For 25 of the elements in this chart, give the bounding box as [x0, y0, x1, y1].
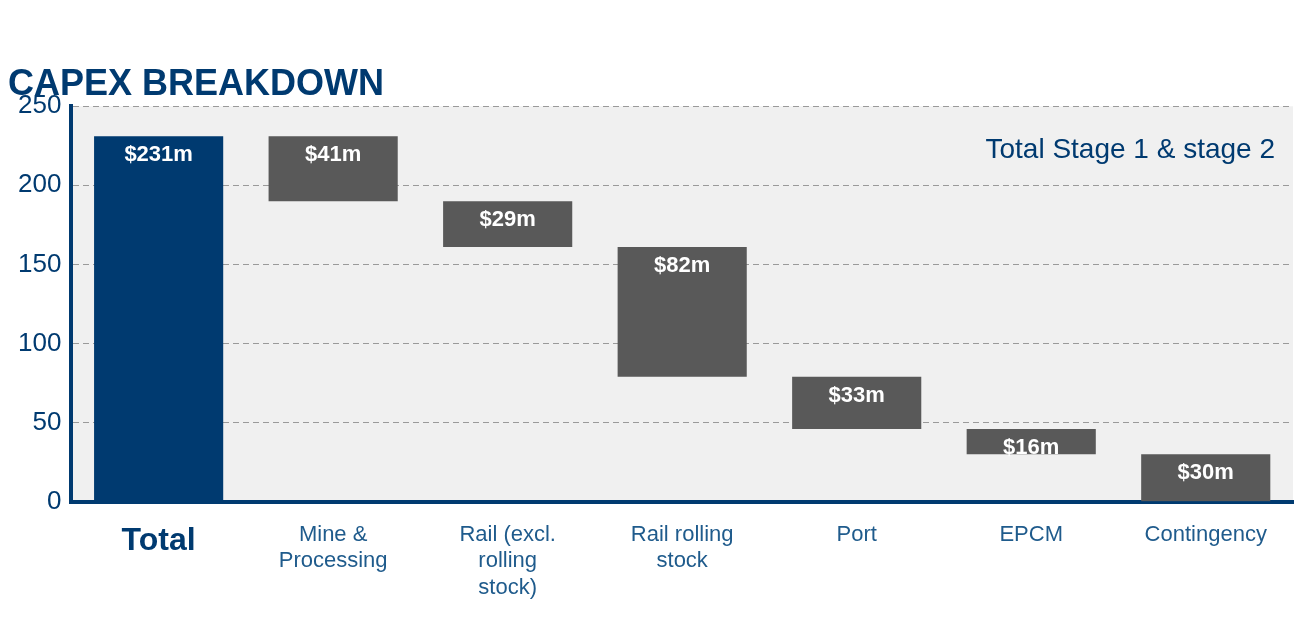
data-label: $29m — [479, 206, 536, 232]
y-tick-label: 150 — [17, 247, 62, 278]
data-label: $33m — [828, 381, 885, 407]
annotation: Total Stage 1 & stage 2 — [985, 132, 1275, 164]
bar — [1141, 454, 1271, 502]
y-tick-label: 100 — [17, 326, 62, 357]
bar — [443, 201, 573, 248]
y-tick-label: 200 — [17, 168, 62, 199]
x-tick-label: Rail rolling stock — [630, 521, 734, 573]
bar — [792, 376, 922, 430]
y-tick-label: 0 — [46, 484, 62, 515]
x-tick-label: Contingency — [1144, 521, 1267, 547]
bar — [268, 136, 398, 202]
data-label: $16m — [1003, 434, 1060, 460]
data-label: $41m — [305, 141, 362, 167]
x-tick-label: Rail (excl. rolling stock) — [459, 521, 556, 599]
x-tick-label: EPCM — [999, 521, 1064, 547]
bar — [617, 247, 747, 377]
x-tick-label: Port — [836, 521, 877, 547]
data-label: $231m — [124, 141, 193, 167]
x-tick-label: Mine & Processing — [278, 521, 388, 573]
data-label: $82m — [654, 252, 711, 278]
y-tick-label: 50 — [32, 405, 62, 436]
data-label: $30m — [1177, 459, 1234, 485]
x-tick-label: Total — [121, 520, 196, 557]
